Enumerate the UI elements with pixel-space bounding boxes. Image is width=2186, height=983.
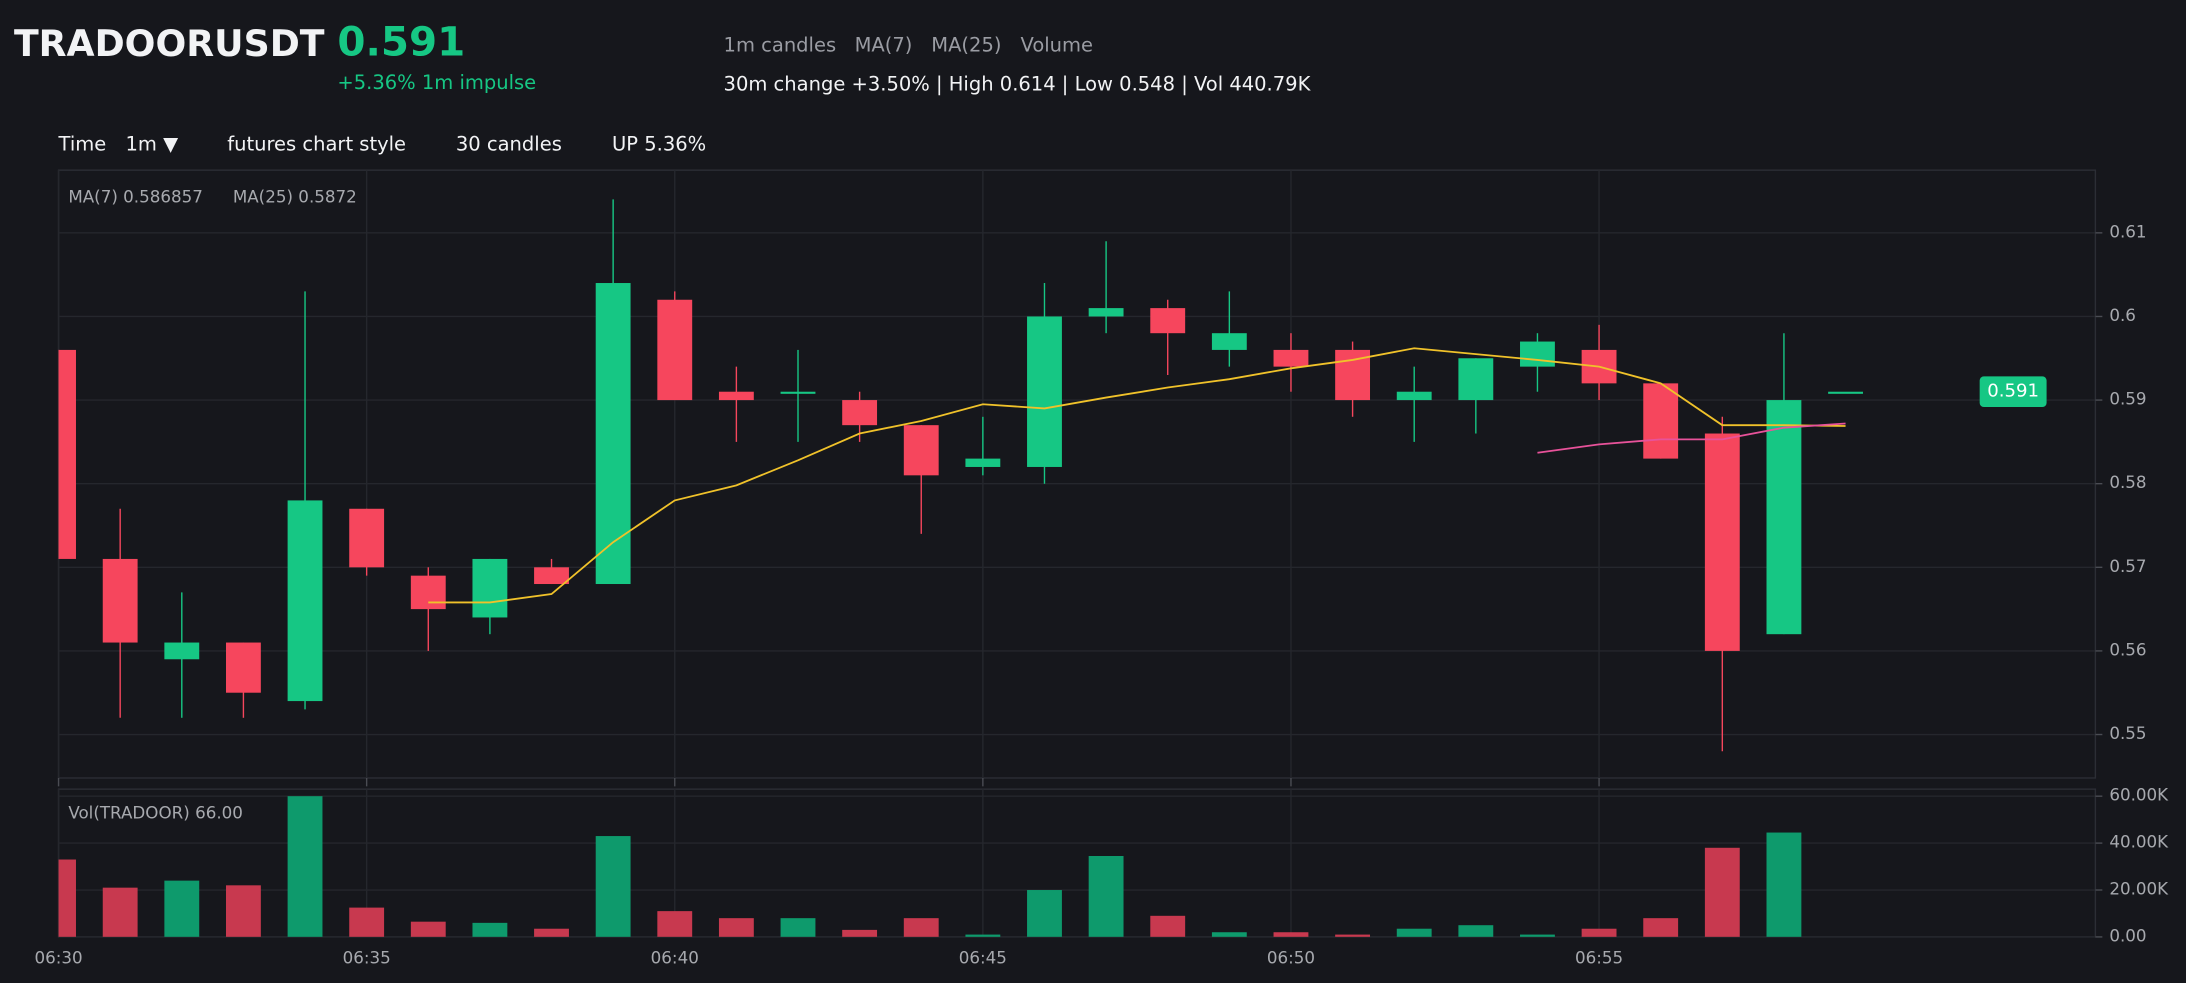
candle-body (287, 500, 323, 702)
y-tick-label: 0.56 (2109, 639, 2146, 659)
volume-bar (164, 880, 200, 937)
volume-bar (1581, 928, 1617, 937)
volume-bar (1273, 932, 1309, 937)
legend-entry: MA(25) 0.5872 (233, 187, 357, 207)
x-tick-label: 06:45 (959, 948, 1007, 968)
x-tick-label: 06:40 (651, 948, 699, 968)
last-price-tag (1979, 376, 2047, 408)
volume-bar (102, 887, 138, 937)
volume-bar (287, 796, 323, 937)
candle-body (1150, 308, 1186, 334)
candle-body (1704, 433, 1740, 651)
last-price-label: 0.591 (1987, 381, 2039, 402)
candle-body (534, 567, 569, 585)
volume-bar (1150, 915, 1186, 937)
ma-line (1537, 422, 1846, 454)
direction: UP 5.36% (612, 133, 706, 156)
interval-select[interactable]: 1m ▼ (125, 133, 178, 156)
volume-bar (903, 918, 939, 937)
candle-body (657, 299, 693, 401)
volume-bar (780, 918, 816, 937)
y-tick-label: 40.00K (2109, 832, 2169, 852)
tag: MA(7) (855, 34, 913, 57)
volume-bar (58, 859, 76, 937)
toolbar-label: Time (58, 133, 107, 156)
x-tick-label: 06:55 (1575, 948, 1623, 968)
stats: 30m change +3.50% | High 0.614 | Low 0.5… (724, 73, 1312, 96)
candle-body (1273, 349, 1309, 367)
count-button[interactable]: 30 candles (456, 133, 562, 156)
y-tick-label: 0.6 (2109, 305, 2136, 325)
volume-bar (1704, 847, 1740, 937)
candle-body (1828, 391, 1863, 394)
volume-bar (1766, 832, 1802, 937)
volume-bar (472, 922, 508, 937)
y-tick-label: 0.61 (2109, 221, 2146, 241)
symbol: TRADOORUSDT (14, 22, 325, 65)
impulse: +5.36% 1m impulse (337, 71, 536, 94)
candle-body (225, 642, 261, 693)
candle-body (595, 283, 631, 585)
price: 0.591 (337, 18, 465, 66)
y-tick-label: 0.00 (2109, 925, 2146, 945)
volume-bar (1088, 855, 1124, 937)
volume-bar (657, 911, 693, 937)
volume-bar (1458, 925, 1494, 937)
volume-bar (349, 907, 385, 937)
candle-body (472, 558, 508, 618)
x-tick-label: 06:30 (34, 948, 82, 968)
candle-body (58, 349, 76, 559)
candle-body (1027, 316, 1062, 467)
candle-body (1766, 400, 1802, 635)
y-tick-label: 0.59 (2109, 389, 2146, 409)
y-tick-label: 0.57 (2109, 556, 2146, 576)
volume-bar (718, 918, 754, 937)
candle-body (164, 642, 200, 660)
candle-body (1458, 358, 1494, 401)
candle-body (1088, 308, 1124, 317)
volume-bar (1335, 934, 1371, 937)
volume-bar (1027, 890, 1062, 937)
x-tick-label: 06:35 (343, 948, 391, 968)
candle-body (102, 558, 138, 643)
y-tick-label: 0.55 (2109, 723, 2146, 743)
candle-body (1643, 383, 1679, 459)
candle-body (1211, 333, 1247, 350)
legend-entry: MA(7) 0.586857 (68, 187, 203, 207)
x-tick-label: 06:50 (1267, 948, 1315, 968)
candle-body (349, 508, 385, 568)
y-tick-label: 20.00K (2109, 879, 2169, 899)
candle-body (1520, 341, 1555, 367)
volume-bar (1520, 934, 1555, 937)
volume-bar (842, 929, 878, 937)
volume-bar (965, 934, 1001, 937)
volume-bar (410, 921, 446, 937)
y-tick-label: 0.58 (2109, 472, 2146, 492)
y-tick-label: 60.00K (2109, 785, 2169, 805)
volume-bar (1211, 932, 1247, 937)
volume-bar (534, 928, 569, 937)
volume-bar (1643, 918, 1679, 937)
candle-body (903, 425, 939, 476)
tag: Volume (1021, 34, 1094, 57)
volume-bar (225, 885, 261, 937)
style-button[interactable]: futures chart style (227, 133, 406, 156)
volume-bar (1396, 928, 1432, 937)
candle-body (842, 400, 878, 426)
candle-body (965, 458, 1001, 467)
candle-body (780, 391, 816, 394)
candle-body (410, 575, 446, 610)
ma-line (428, 347, 1846, 604)
tag: 1m candles (724, 34, 837, 57)
volume-title: Vol(TRADOOR) 66.00 (68, 803, 243, 823)
volume-bar (595, 836, 631, 937)
candle-body (718, 391, 754, 401)
tag: MA(25) (931, 34, 1001, 57)
candle-body (1396, 391, 1432, 401)
